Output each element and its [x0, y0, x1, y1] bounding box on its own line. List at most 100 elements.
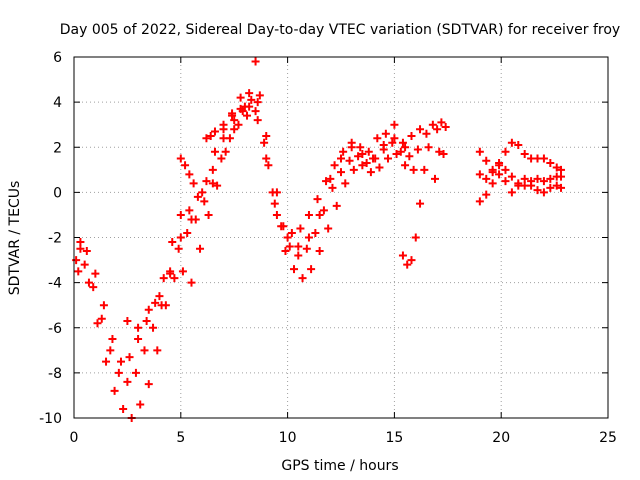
data-point — [375, 163, 384, 172]
data-point — [514, 140, 523, 149]
data-point — [262, 154, 271, 163]
series-track-e — [176, 102, 433, 269]
y-tick-label: 0 — [53, 185, 62, 201]
x-axis-ticks: 0 5 10 15 20 25 — [70, 57, 617, 446]
y-axis-label: SDTVAR / TECUs — [7, 181, 23, 296]
data-point — [131, 368, 140, 377]
data-point — [200, 197, 209, 206]
data-point — [243, 111, 252, 120]
y-tick-label: 4 — [53, 95, 62, 111]
data-point — [407, 131, 416, 140]
data-point — [251, 107, 260, 116]
data-point — [337, 154, 345, 163]
data-point — [236, 93, 245, 102]
data-point — [230, 116, 239, 125]
data-point — [315, 247, 324, 256]
data-point — [388, 138, 397, 147]
data-point — [364, 147, 373, 156]
data-point — [411, 233, 420, 242]
data-point — [123, 377, 132, 386]
data-point — [76, 238, 85, 247]
data-point — [294, 251, 303, 260]
data-point — [234, 120, 243, 129]
data-point — [144, 305, 153, 314]
data-point — [272, 188, 281, 197]
data-point — [287, 228, 296, 237]
data-point — [439, 150, 448, 159]
data-point — [110, 386, 119, 395]
series-track-c — [76, 91, 418, 422]
data-point — [482, 190, 491, 199]
data-point — [159, 274, 168, 283]
data-point — [437, 118, 446, 127]
data-point — [283, 233, 292, 242]
data-point — [403, 260, 412, 269]
data-point — [416, 199, 425, 208]
y-axis-ticks: -10 -8 -6 -4 -2 0 2 4 6 — [39, 50, 608, 427]
data-point — [213, 181, 222, 190]
data-point — [264, 161, 273, 170]
y-tick-label: -6 — [48, 321, 62, 337]
data-point — [533, 174, 542, 183]
data-point — [495, 170, 504, 179]
data-point — [557, 183, 566, 192]
data-point — [290, 265, 299, 274]
data-point — [114, 368, 123, 377]
data-point — [294, 242, 303, 251]
data-point — [185, 170, 194, 179]
data-point — [319, 206, 328, 215]
series-track-b — [74, 107, 422, 386]
data-point — [546, 174, 555, 183]
x-tick-label: 20 — [492, 430, 510, 446]
data-point — [358, 150, 367, 159]
series-track-i — [475, 170, 566, 206]
data-point — [210, 127, 219, 136]
data-point — [82, 247, 91, 256]
data-point — [398, 251, 407, 260]
data-point — [166, 269, 175, 278]
data-point — [72, 256, 81, 265]
data-point — [144, 380, 153, 389]
data-point — [136, 400, 145, 409]
data-point — [202, 177, 211, 186]
data-point — [488, 179, 497, 188]
data-point — [390, 120, 399, 129]
data-point — [298, 274, 307, 283]
data-point — [557, 165, 566, 174]
data-point — [206, 131, 215, 140]
data-point — [546, 183, 555, 192]
data-point — [221, 147, 230, 156]
data-point — [277, 222, 286, 231]
data-point — [193, 192, 202, 201]
data-point — [304, 210, 313, 219]
data-point — [507, 188, 516, 197]
data-point — [552, 181, 561, 190]
data-point — [345, 156, 354, 165]
data-point — [178, 267, 187, 276]
data-point — [119, 404, 128, 413]
data-point — [401, 161, 410, 170]
y-tick-label: 2 — [53, 140, 62, 156]
y-tick-label: -10 — [39, 411, 62, 427]
data-point — [93, 319, 102, 328]
data-point — [80, 260, 89, 269]
data-point — [533, 186, 542, 195]
y-tick-label: 6 — [53, 50, 62, 66]
series-track-a — [72, 89, 431, 366]
data-point — [189, 179, 198, 188]
data-point — [539, 188, 548, 197]
data-point — [260, 138, 269, 147]
data-point — [170, 274, 179, 283]
data-point — [311, 228, 320, 237]
data-point — [539, 177, 548, 186]
data-point — [332, 201, 341, 210]
data-point — [97, 314, 106, 323]
data-point — [187, 278, 196, 287]
data-point — [409, 165, 418, 174]
data-point — [405, 152, 414, 161]
data-point — [202, 134, 211, 143]
data-point — [383, 154, 392, 163]
data-point — [356, 143, 365, 152]
data-point — [514, 181, 523, 190]
